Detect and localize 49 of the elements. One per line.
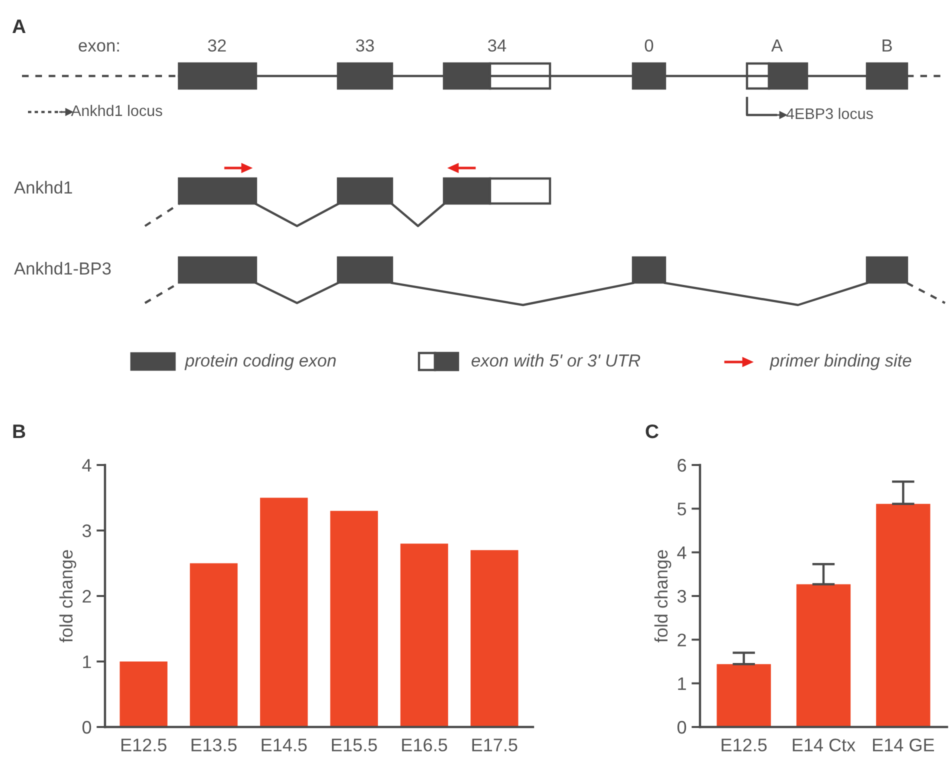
text: A [12,20,26,34]
text: Ankhd1 [14,180,72,194]
text: exon with 5' or 3' UTR [472,354,640,367]
text: Ankhd1-BP3 [14,262,111,275]
x-tick-label: E16.5 [402,738,448,752]
y-tick-label: 2 [678,634,686,646]
x-tick-label: E12.5 [121,738,166,752]
chart-title: C [646,424,659,438]
y-tick-label: 3 [82,524,92,538]
x-tick-label: E12.5 [722,738,767,752]
y-tick-label: 0 [82,720,92,734]
y-tick-label: 5 [677,502,686,516]
text: B [882,40,892,52]
x-tick-label: E14.5 [262,738,307,752]
y-axis-title: fold change [654,550,672,642]
y-tick-label: 2 [82,590,91,603]
bar [400,544,448,727]
text: 33 [356,39,374,52]
bar [330,510,378,727]
x-tick-label: E15.5 [332,738,377,752]
bar [796,584,851,727]
y-tick-label: 3 [677,590,686,603]
bar [190,563,238,727]
text: A [771,40,783,52]
bar [470,550,518,727]
y-axis-title: fold change [59,550,76,642]
y-tick-label: 4 [82,459,92,472]
text: 0 [644,39,654,52]
x-tick-label: E14 Ctx [792,738,856,752]
bar [120,662,168,727]
x-tick-label: E17.5 [472,738,518,752]
text: Ankhd1 locus [71,104,162,116]
x-tick-label: E13.5 [192,738,237,752]
y-tick-label: 4 [677,546,686,559]
y-tick-label: 1 [83,656,91,668]
text: protein coding exon [184,354,336,370]
text: 4EBP3 locus [786,108,873,120]
text: exon: [78,42,119,52]
text: 34 [488,39,506,52]
bar [260,498,308,727]
x-tick-label: E14 GE [873,738,934,752]
text: primer binding site [770,354,912,370]
y-tick-label: 0 [677,720,686,734]
chart-title: B [13,424,26,438]
y-tick-label: 1 [678,677,686,690]
y-tick-label: 6 [678,458,686,472]
bar [716,664,771,727]
bar [876,504,930,727]
text: 32 [208,39,226,52]
